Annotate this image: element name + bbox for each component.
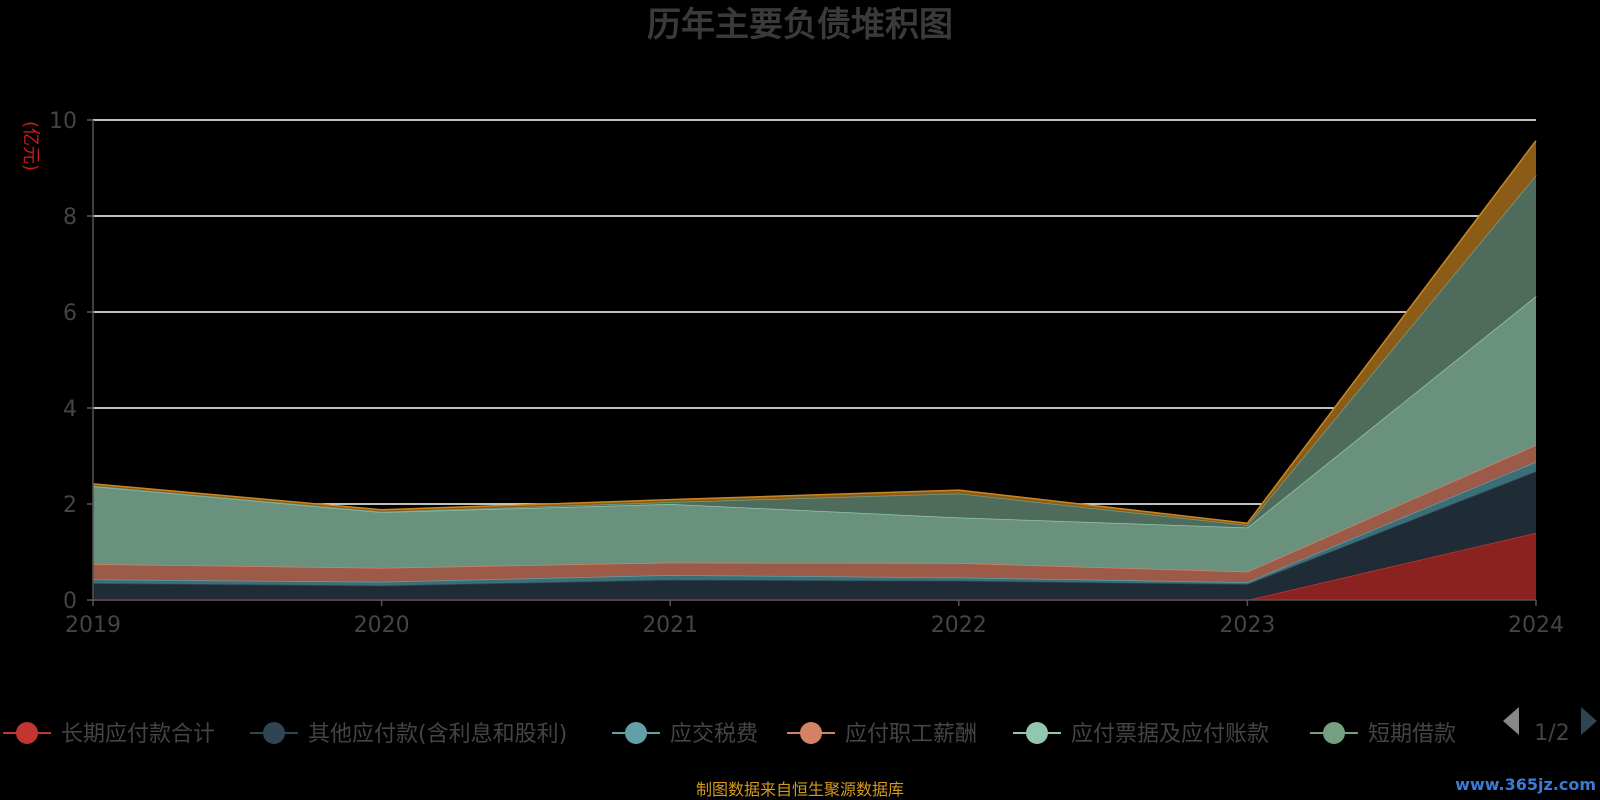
area-series-3 bbox=[93, 444, 1536, 583]
legend-pager: 1/2 bbox=[1503, 707, 1597, 746]
legend-label: 应付票据及应付账款 bbox=[1071, 722, 1269, 747]
legend-label: 应交税费 bbox=[670, 722, 758, 747]
area-series-4 bbox=[93, 296, 1536, 572]
legend-item[interactable]: 应付职工薪酬 bbox=[787, 722, 977, 747]
legend-marker bbox=[800, 722, 822, 744]
axes: 0 2 4 6 8 10 2019 2020 2021 2022 2023 2024 bbox=[49, 109, 1564, 638]
legend-label: 其他应付款(含利息和股利) bbox=[308, 722, 567, 747]
legend-page-indicator: 1/2 bbox=[1534, 721, 1569, 746]
area-series-0 bbox=[93, 532, 1536, 600]
legend-label: 应付职工薪酬 bbox=[845, 722, 977, 747]
legend-marker bbox=[625, 722, 647, 744]
x-tick-label: 2023 bbox=[1219, 613, 1275, 638]
legend-item[interactable]: 长期应付款合计 bbox=[3, 722, 215, 747]
legend-label: 长期应付款合计 bbox=[61, 722, 215, 747]
x-tick-label: 2022 bbox=[931, 613, 987, 638]
y-tick-label: 4 bbox=[63, 397, 77, 422]
data-source-note: 制图数据来自恒生聚源数据库 bbox=[696, 780, 904, 799]
legend-label: 短期借款 bbox=[1368, 722, 1456, 747]
y-tick-label: 6 bbox=[63, 301, 77, 326]
legend-marker bbox=[263, 722, 285, 744]
x-tick-label: 2024 bbox=[1508, 613, 1564, 638]
y-tick-label: 0 bbox=[63, 589, 77, 614]
y-tick-label: 10 bbox=[49, 109, 77, 134]
legend-item[interactable]: 应付票据及应付账款 bbox=[1013, 722, 1269, 747]
y-tick-label: 8 bbox=[63, 205, 77, 230]
legend-item[interactable]: 应交税费 bbox=[612, 722, 758, 747]
y-tick-label: 2 bbox=[63, 493, 77, 518]
legend-marker bbox=[1323, 722, 1345, 744]
legend-item[interactable]: 其他应付款(含利息和股利) bbox=[250, 722, 567, 747]
legend-prev-icon[interactable] bbox=[1503, 707, 1519, 735]
legend: 长期应付款合计 其他应付款(含利息和股利) 应交税费 应付职工薪酬 应付票据及应付账款 短… bbox=[3, 722, 1456, 747]
watermark: www.365jz.com bbox=[1455, 775, 1596, 794]
x-tick-label: 2021 bbox=[642, 613, 698, 638]
chart-title: 历年主要负债堆积图 bbox=[647, 5, 953, 45]
legend-next-icon[interactable] bbox=[1581, 707, 1597, 735]
y-axis-title: (亿元) bbox=[20, 121, 41, 171]
area-series bbox=[92, 140, 1537, 601]
area-series-1 bbox=[93, 471, 1536, 600]
series-line-6 bbox=[92, 140, 1537, 524]
x-tick-label: 2020 bbox=[354, 613, 410, 638]
x-tick-label: 2019 bbox=[65, 613, 121, 638]
legend-marker bbox=[16, 722, 38, 744]
legend-item[interactable]: 短期借款 bbox=[1310, 722, 1456, 747]
legend-marker bbox=[1026, 722, 1048, 744]
